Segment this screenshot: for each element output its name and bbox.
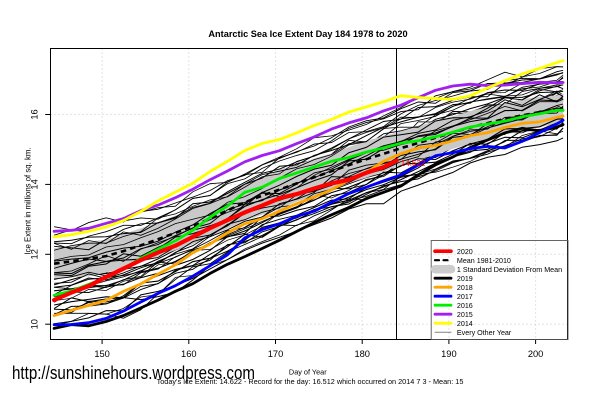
svg-text:180: 180 xyxy=(354,349,370,359)
svg-text:14.622: 14.622 xyxy=(401,159,426,168)
svg-text:Mean 1981-2010: Mean 1981-2010 xyxy=(457,257,511,265)
svg-text:170: 170 xyxy=(268,349,284,359)
svg-text:Antarctic Sea Ice Extent Day 1: Antarctic Sea Ice Extent Day 184 1978 to… xyxy=(208,29,407,39)
svg-text:2020: 2020 xyxy=(457,248,473,256)
svg-text:10: 10 xyxy=(30,319,40,329)
svg-text:2018: 2018 xyxy=(457,284,473,292)
svg-text:150: 150 xyxy=(94,349,110,359)
svg-text:2015: 2015 xyxy=(457,311,473,319)
svg-text:Ice Extent in millions of sq.: Ice Extent in millions of sq. km. xyxy=(24,147,33,254)
svg-text:2016: 2016 xyxy=(457,302,473,310)
svg-text:200: 200 xyxy=(528,349,544,359)
svg-text:16: 16 xyxy=(30,109,40,119)
svg-text:14: 14 xyxy=(30,179,40,189)
svg-text:12: 12 xyxy=(30,249,40,259)
svg-text:http://sunshinehours.wordpress: http://sunshinehours.wordpress.com xyxy=(12,363,255,383)
svg-text:2017: 2017 xyxy=(457,293,473,301)
svg-text:190: 190 xyxy=(441,349,457,359)
svg-text:2014: 2014 xyxy=(457,320,473,328)
svg-text:Day of Year: Day of Year xyxy=(289,367,327,376)
svg-text:160: 160 xyxy=(181,349,197,359)
svg-text:2019: 2019 xyxy=(457,275,473,283)
svg-text:Every Other Year: Every Other Year xyxy=(457,329,512,337)
svg-text:Today's Ice Extent: 14.622 -: Today's Ice Extent: 14.622 - Record for … xyxy=(157,377,464,386)
svg-text:1 Standard Deviation From Mean: 1 Standard Deviation From Mean xyxy=(457,266,562,274)
